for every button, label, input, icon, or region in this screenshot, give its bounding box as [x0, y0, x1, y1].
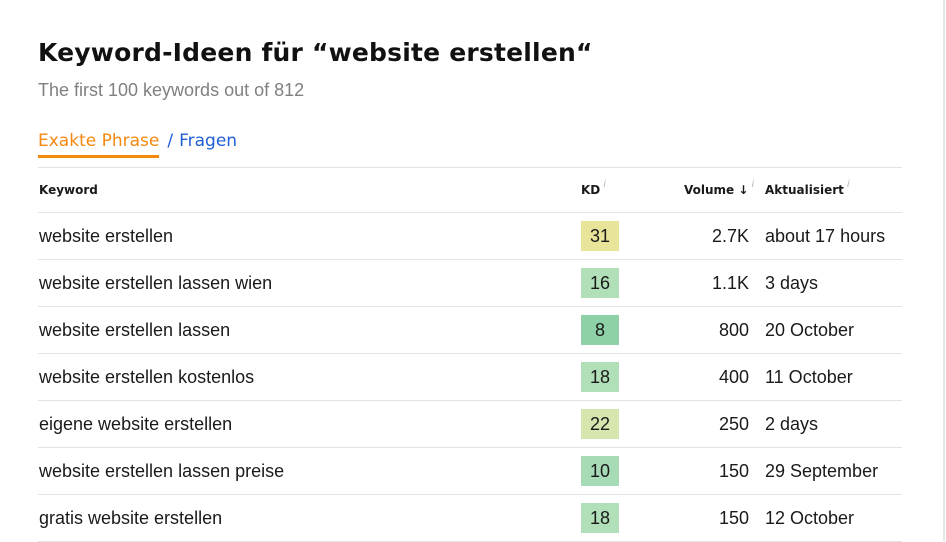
column-header-kd[interactable]: KD i: [581, 179, 607, 197]
kd-badge: 18: [581, 362, 619, 392]
table-row[interactable]: website erstellen lassen preise 10 150 29 S…: [38, 448, 902, 495]
column-header-aktualisiert[interactable]: Aktualisiert i: [765, 179, 850, 197]
info-icon[interactable]: i: [846, 179, 850, 190]
volume-value: 2.7K: [711, 226, 749, 246]
keyword-table-body: website erstellen 31 2.7K about 17 hours web…: [38, 213, 902, 542]
column-header-keyword[interactable]: Keyword: [39, 183, 98, 197]
volume-value: 150: [718, 508, 749, 528]
keyword-link[interactable]: website erstellen kostenlos: [39, 367, 255, 387]
kd-badge: 31: [581, 221, 619, 251]
kd-badge: 16: [581, 268, 619, 298]
tab-fragen[interactable]: Fragen: [179, 131, 238, 151]
sort-descending-icon: ↓: [738, 183, 749, 197]
volume-value: 800: [718, 320, 749, 340]
keyword-link[interactable]: website erstellen lassen wien: [39, 273, 273, 293]
kd-badge: 10: [581, 456, 619, 486]
table-row[interactable]: eigene website erstellen 22 250 2 days: [38, 401, 902, 448]
match-type-tabs: Exakte Phrase / Fragen: [38, 131, 237, 158]
table-row[interactable]: website erstellen 31 2.7K about 17 hours: [38, 213, 902, 260]
updated-value: 29 September: [765, 461, 879, 481]
table-row[interactable]: website erstellen kostenlos 18 400 11 Octob…: [38, 354, 902, 401]
info-icon[interactable]: i: [603, 179, 607, 190]
kd-badge: 22: [581, 409, 619, 439]
volume-value: 1.1K: [711, 273, 749, 293]
keyword-link[interactable]: website erstellen lassen preise: [39, 461, 285, 481]
updated-value: 20 October: [765, 320, 855, 340]
volume-value: 150: [718, 461, 749, 481]
updated-value: 2 days: [765, 414, 819, 434]
table-row[interactable]: website erstellen lassen wien 16 1.1K 3 day…: [38, 260, 902, 307]
updated-value: about 17 hours: [765, 226, 886, 246]
kd-badge: 8: [581, 315, 619, 345]
volume-value: 250: [718, 414, 749, 434]
divider: [38, 167, 902, 168]
table-row[interactable]: website erstellen lassen 8 800 20 October: [38, 307, 902, 354]
keyword-link[interactable]: website erstellen: [39, 226, 174, 246]
tab-exakte-phrase[interactable]: Exakte Phrase: [38, 131, 160, 158]
result-count-subtitle: The first 100 keywords out of 812: [38, 80, 305, 100]
panel-right-border: [943, 0, 945, 541]
column-header-volume[interactable]: Volume ↓ i: [684, 179, 755, 197]
volume-value: 400: [718, 367, 749, 387]
updated-value: 12 October: [765, 508, 855, 528]
keyword-link[interactable]: gratis website erstellen: [39, 508, 223, 528]
table-row[interactable]: gratis website erstellen 18 150 12 October: [38, 495, 902, 542]
kd-badge: 18: [581, 503, 619, 533]
keyword-link[interactable]: eigene website erstellen: [39, 414, 233, 434]
keyword-link[interactable]: website erstellen lassen: [39, 320, 231, 340]
tab-separator: /: [167, 131, 174, 151]
updated-value: 11 October: [765, 367, 853, 387]
page-title: Keyword-Ideen für “website erstellen“: [38, 38, 593, 67]
info-icon[interactable]: i: [751, 179, 755, 190]
table-header: Keyword KD i Volume ↓ i Aktualisiert i: [38, 168, 902, 213]
updated-value: 3 days: [765, 273, 819, 293]
